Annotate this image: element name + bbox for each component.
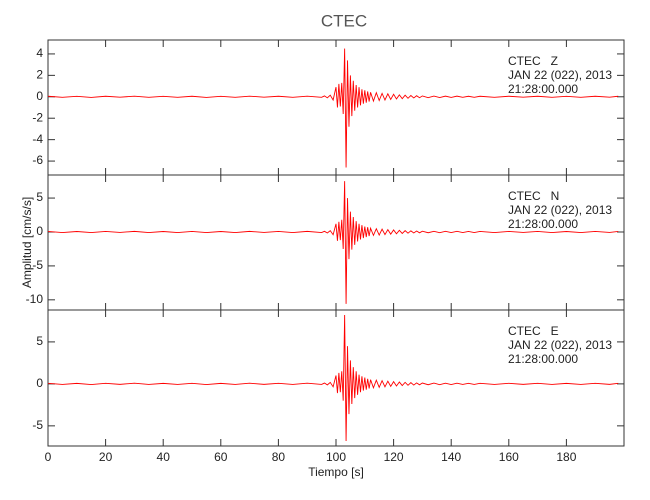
y-tick-label: 0 (36, 89, 43, 103)
y-axis-label: Amplitud [cm/s/s] (20, 197, 34, 288)
y-tick-label: -6 (32, 153, 43, 167)
x-tick-label: 160 (499, 450, 519, 464)
annotation: CTEC E (508, 324, 559, 338)
annotation: CTEC Z (508, 54, 558, 68)
x-tick-label: 100 (326, 450, 346, 464)
y-tick-label: 0 (36, 224, 43, 238)
y-tick-label: 2 (36, 68, 43, 82)
trace (47, 315, 619, 441)
annotation: JAN 22 (022), 2013 (508, 203, 612, 217)
annotation: 21:28:00.000 (508, 82, 578, 96)
x-tick-label: 80 (272, 450, 286, 464)
annotation: 21:28:00.000 (508, 352, 578, 366)
x-tick-label: 140 (441, 450, 461, 464)
annotation: JAN 22 (022), 2013 (508, 68, 612, 82)
trace (47, 48, 619, 168)
y-tick-label: 0 (36, 376, 43, 390)
trace (47, 181, 619, 304)
x-tick-label: 60 (214, 450, 228, 464)
x-tick-label: 180 (556, 450, 576, 464)
y-tick-label: -2 (32, 110, 43, 124)
annotation: CTEC N (508, 189, 559, 203)
y-tick-label: -4 (32, 132, 43, 146)
y-tick-label: -10 (26, 292, 44, 306)
y-tick-label: 5 (36, 190, 43, 204)
chart-title: CTEC (321, 11, 367, 30)
annotation: 21:28:00.000 (508, 217, 578, 231)
x-tick-label: 40 (157, 450, 171, 464)
x-axis-label: Tiempo [s] (308, 465, 364, 479)
annotation: JAN 22 (022), 2013 (508, 338, 612, 352)
x-tick-label: 0 (45, 450, 52, 464)
y-tick-label: 5 (36, 334, 43, 348)
y-tick-label: -5 (32, 418, 43, 432)
x-tick-label: 20 (99, 450, 113, 464)
y-tick-label: 4 (36, 46, 43, 60)
y-tick-label: -5 (32, 258, 43, 272)
x-tick-label: 120 (384, 450, 404, 464)
